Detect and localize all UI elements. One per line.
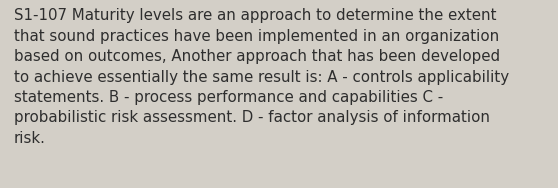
- Text: S1-107 Maturity levels are an approach to determine the extent
that sound practi: S1-107 Maturity levels are an approach t…: [14, 8, 509, 146]
